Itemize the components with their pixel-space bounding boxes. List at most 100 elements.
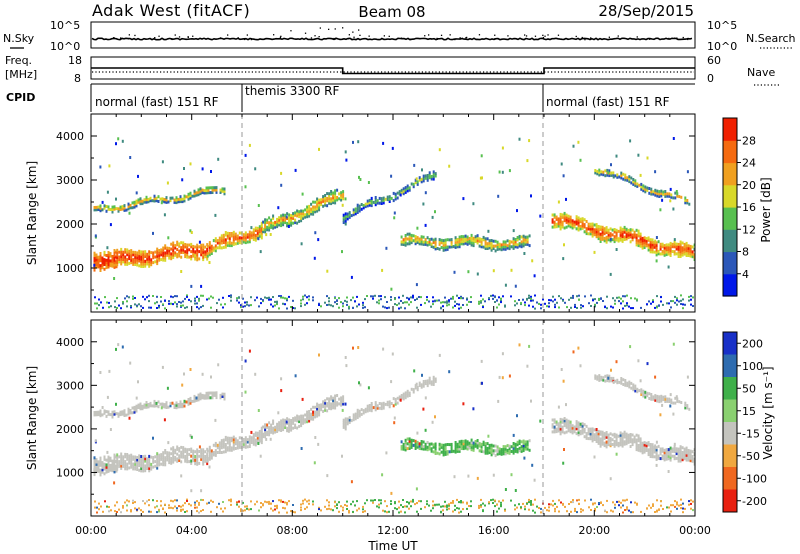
power-speckle (693, 247, 695, 251)
power-cell (623, 230, 626, 234)
velocity-cell (616, 381, 619, 385)
velocity-cell (583, 423, 586, 427)
power-cell (651, 238, 654, 242)
power-noise-cell (362, 301, 364, 304)
power-cell (252, 235, 255, 239)
power-cell (346, 217, 349, 221)
velocity-noise-cell (300, 506, 302, 509)
power-speckle (190, 284, 193, 288)
velocity-cell (207, 396, 210, 400)
power-cell (462, 235, 465, 239)
velocity-cell (651, 443, 654, 447)
power-noise-cell (208, 297, 210, 300)
power-cell (647, 248, 650, 252)
velocity-cell (595, 432, 598, 436)
power-speckle (508, 169, 511, 173)
power-noise-cell (680, 299, 682, 302)
velocity-cell (203, 394, 206, 398)
velocity-cell (555, 420, 558, 424)
velocity-cell (168, 461, 171, 465)
velocity-cell (328, 404, 331, 408)
velocity-speckle (313, 461, 316, 465)
velocity-cell (673, 450, 676, 453)
velocity-cell (597, 432, 600, 436)
velocity-cell (579, 422, 582, 426)
velocity-cell (635, 445, 638, 449)
power-speckle (673, 238, 676, 242)
power-cell (569, 218, 572, 222)
power-cell (613, 240, 616, 244)
power-noise-cell (94, 302, 96, 305)
power-cell (514, 245, 517, 249)
velocity-cell (476, 446, 479, 450)
power-cell (599, 232, 602, 236)
power-cell (520, 235, 523, 239)
velocity-noise-cell (656, 499, 658, 502)
power-cell (230, 244, 233, 248)
power-cell (134, 258, 137, 262)
velocity-cell (675, 452, 678, 456)
power-cell (134, 260, 137, 264)
power-cell (324, 196, 327, 200)
power-cell (571, 226, 574, 230)
power-cell (158, 251, 161, 255)
velocity-cell (416, 388, 419, 392)
power-cell (593, 228, 596, 232)
power-noise-cell (366, 295, 368, 297)
velocity-cell (218, 446, 221, 450)
velocity-cell (416, 443, 419, 447)
velocity-speckle (254, 372, 257, 376)
velocity-noise-cell (460, 510, 462, 513)
freq-label-line1: Freq. (5, 54, 32, 67)
power-cell (460, 239, 463, 243)
power-noise-cell (352, 296, 354, 299)
power-cell (206, 243, 209, 247)
velocity-cell (601, 430, 604, 434)
velocity-cell (667, 454, 670, 458)
velocity-cell (118, 464, 121, 468)
velocity-cell (155, 401, 158, 405)
power-cell (193, 194, 196, 198)
power-cell (113, 207, 116, 211)
power-cell (142, 257, 145, 261)
power-cell (137, 198, 140, 202)
velocity-noise-cell (660, 500, 662, 503)
velocity-cell (316, 402, 319, 406)
velocity-noise-cell (136, 508, 138, 511)
power-cell (93, 268, 96, 272)
power-cell (629, 228, 632, 232)
power-cell (101, 208, 104, 212)
velocity-cell (669, 458, 672, 462)
velocity-cell (432, 380, 435, 384)
velocity-cell (138, 464, 141, 467)
velocity-noise-cell (134, 507, 136, 510)
power-cell (99, 266, 102, 270)
power-noise-cell (258, 305, 260, 308)
velocity-cell (646, 391, 649, 395)
power-cell (187, 197, 190, 201)
power-cell (658, 195, 661, 198)
power-speckle (301, 192, 304, 196)
velocity-cell (288, 420, 291, 424)
power-cell (404, 234, 407, 237)
nsearch-tick-top: 10^5 (707, 19, 737, 32)
velocity-cell (352, 418, 355, 422)
velocity-cell (466, 445, 469, 449)
power-noise-cell (372, 297, 374, 300)
power-cell (123, 206, 126, 210)
velocity-cell (93, 413, 96, 417)
velocity-noise-cell (98, 508, 100, 511)
velocity-noise-cell (302, 499, 304, 502)
power-speckle (672, 207, 675, 211)
velocity-cell (591, 437, 594, 440)
power-cell (689, 244, 692, 248)
power-cell (684, 196, 687, 200)
power-speckle (357, 140, 360, 144)
velocity-noise-cell (500, 501, 502, 504)
power-noise-cell (558, 306, 560, 309)
velocity-cell (109, 466, 112, 470)
velocity-cell (157, 405, 160, 409)
power-cell (657, 249, 660, 253)
power-noise-cell (334, 297, 336, 300)
power-noise-cell (352, 306, 354, 309)
